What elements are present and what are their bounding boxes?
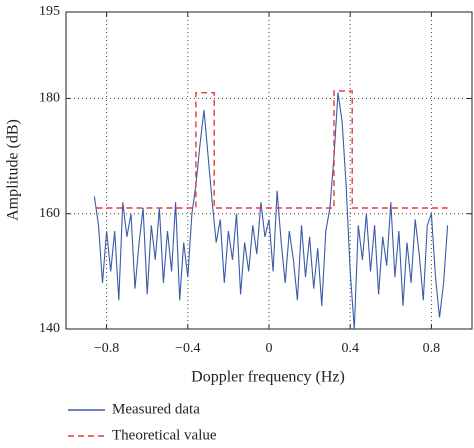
x-axis-label: Doppler frequency (Hz) <box>191 369 345 386</box>
x-tick-label: 0 <box>266 341 273 356</box>
y-tick-label: 140 <box>39 321 60 336</box>
y-axis-label: Amplitude (dB) <box>5 119 22 221</box>
x-tick-label: −0.4 <box>175 341 200 356</box>
y-tick-label: 195 <box>39 4 60 19</box>
legend-text: Measured data <box>112 401 200 417</box>
x-tick-label: 0.8 <box>423 341 441 356</box>
series-line <box>93 92 449 330</box>
x-tick-label: 0.4 <box>341 341 359 356</box>
series-line <box>96 90 448 209</box>
y-tick-label: 160 <box>39 206 60 221</box>
legend-text: Theoretical value <box>112 427 217 443</box>
x-tick-label: −0.8 <box>94 341 119 356</box>
y-tick-label: 180 <box>39 91 60 106</box>
